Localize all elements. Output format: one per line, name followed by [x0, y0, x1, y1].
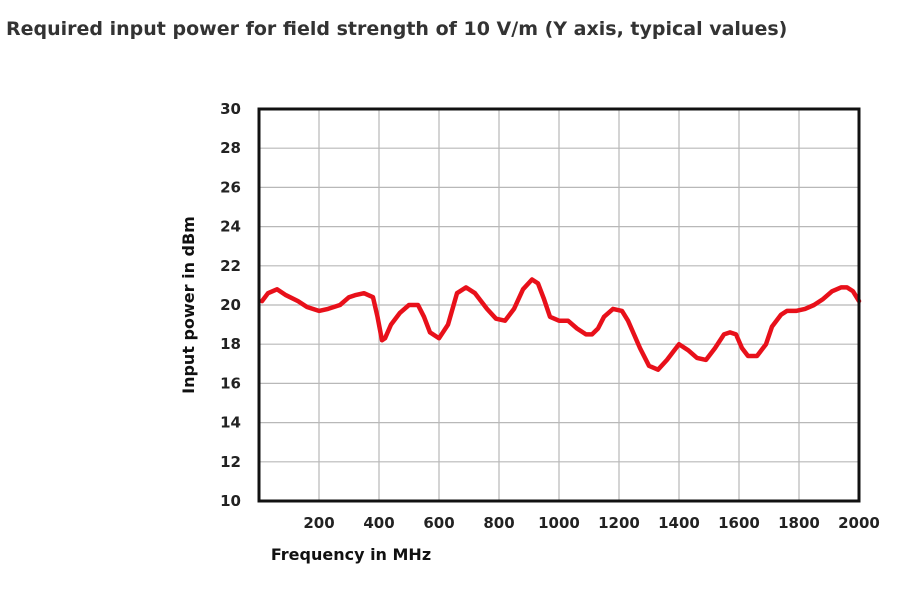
- x-tick-label: 1200: [598, 514, 640, 532]
- y-tick-label: 10: [220, 492, 241, 510]
- x-tick-label: 800: [483, 514, 514, 532]
- x-tick-label: 200: [303, 514, 334, 532]
- x-tick-label: 1400: [658, 514, 700, 532]
- y-tick-label: 24: [220, 218, 241, 236]
- y-tick-label: 18: [220, 335, 241, 353]
- series-line: [259, 277, 862, 372]
- y-tick-label: 28: [220, 139, 241, 157]
- y-tick-label: 12: [220, 453, 241, 471]
- y-tick-label: 22: [220, 257, 241, 275]
- x-tick-label: 400: [363, 514, 394, 532]
- y-tick-labels: 10 12 14 16 18 20 22 24 26 28 30: [220, 100, 241, 510]
- x-tick-label: 2000: [838, 514, 880, 532]
- chart-title: Required input power for field strength …: [6, 18, 788, 40]
- grid-lines: [259, 108, 860, 502]
- y-tick-label: 16: [220, 374, 241, 392]
- plot-frame: [257, 107, 861, 503]
- x-axis-label: Frequency in MHz: [271, 545, 431, 564]
- y-axis-label: Input power in dBm: [179, 216, 198, 394]
- x-tick-label: 1600: [718, 514, 760, 532]
- y-tick-label: 26: [220, 178, 241, 196]
- x-tick-label: 1800: [778, 514, 820, 532]
- x-tick-label: 600: [423, 514, 454, 532]
- x-tick-labels: 200 400 600 800 1000 1200 1400 1600 1800 2000: [303, 514, 880, 532]
- y-tick-label: 20: [220, 296, 241, 314]
- y-tick-label: 30: [220, 100, 241, 118]
- x-tick-label: 1000: [538, 514, 580, 532]
- y-tick-label: 14: [220, 414, 241, 432]
